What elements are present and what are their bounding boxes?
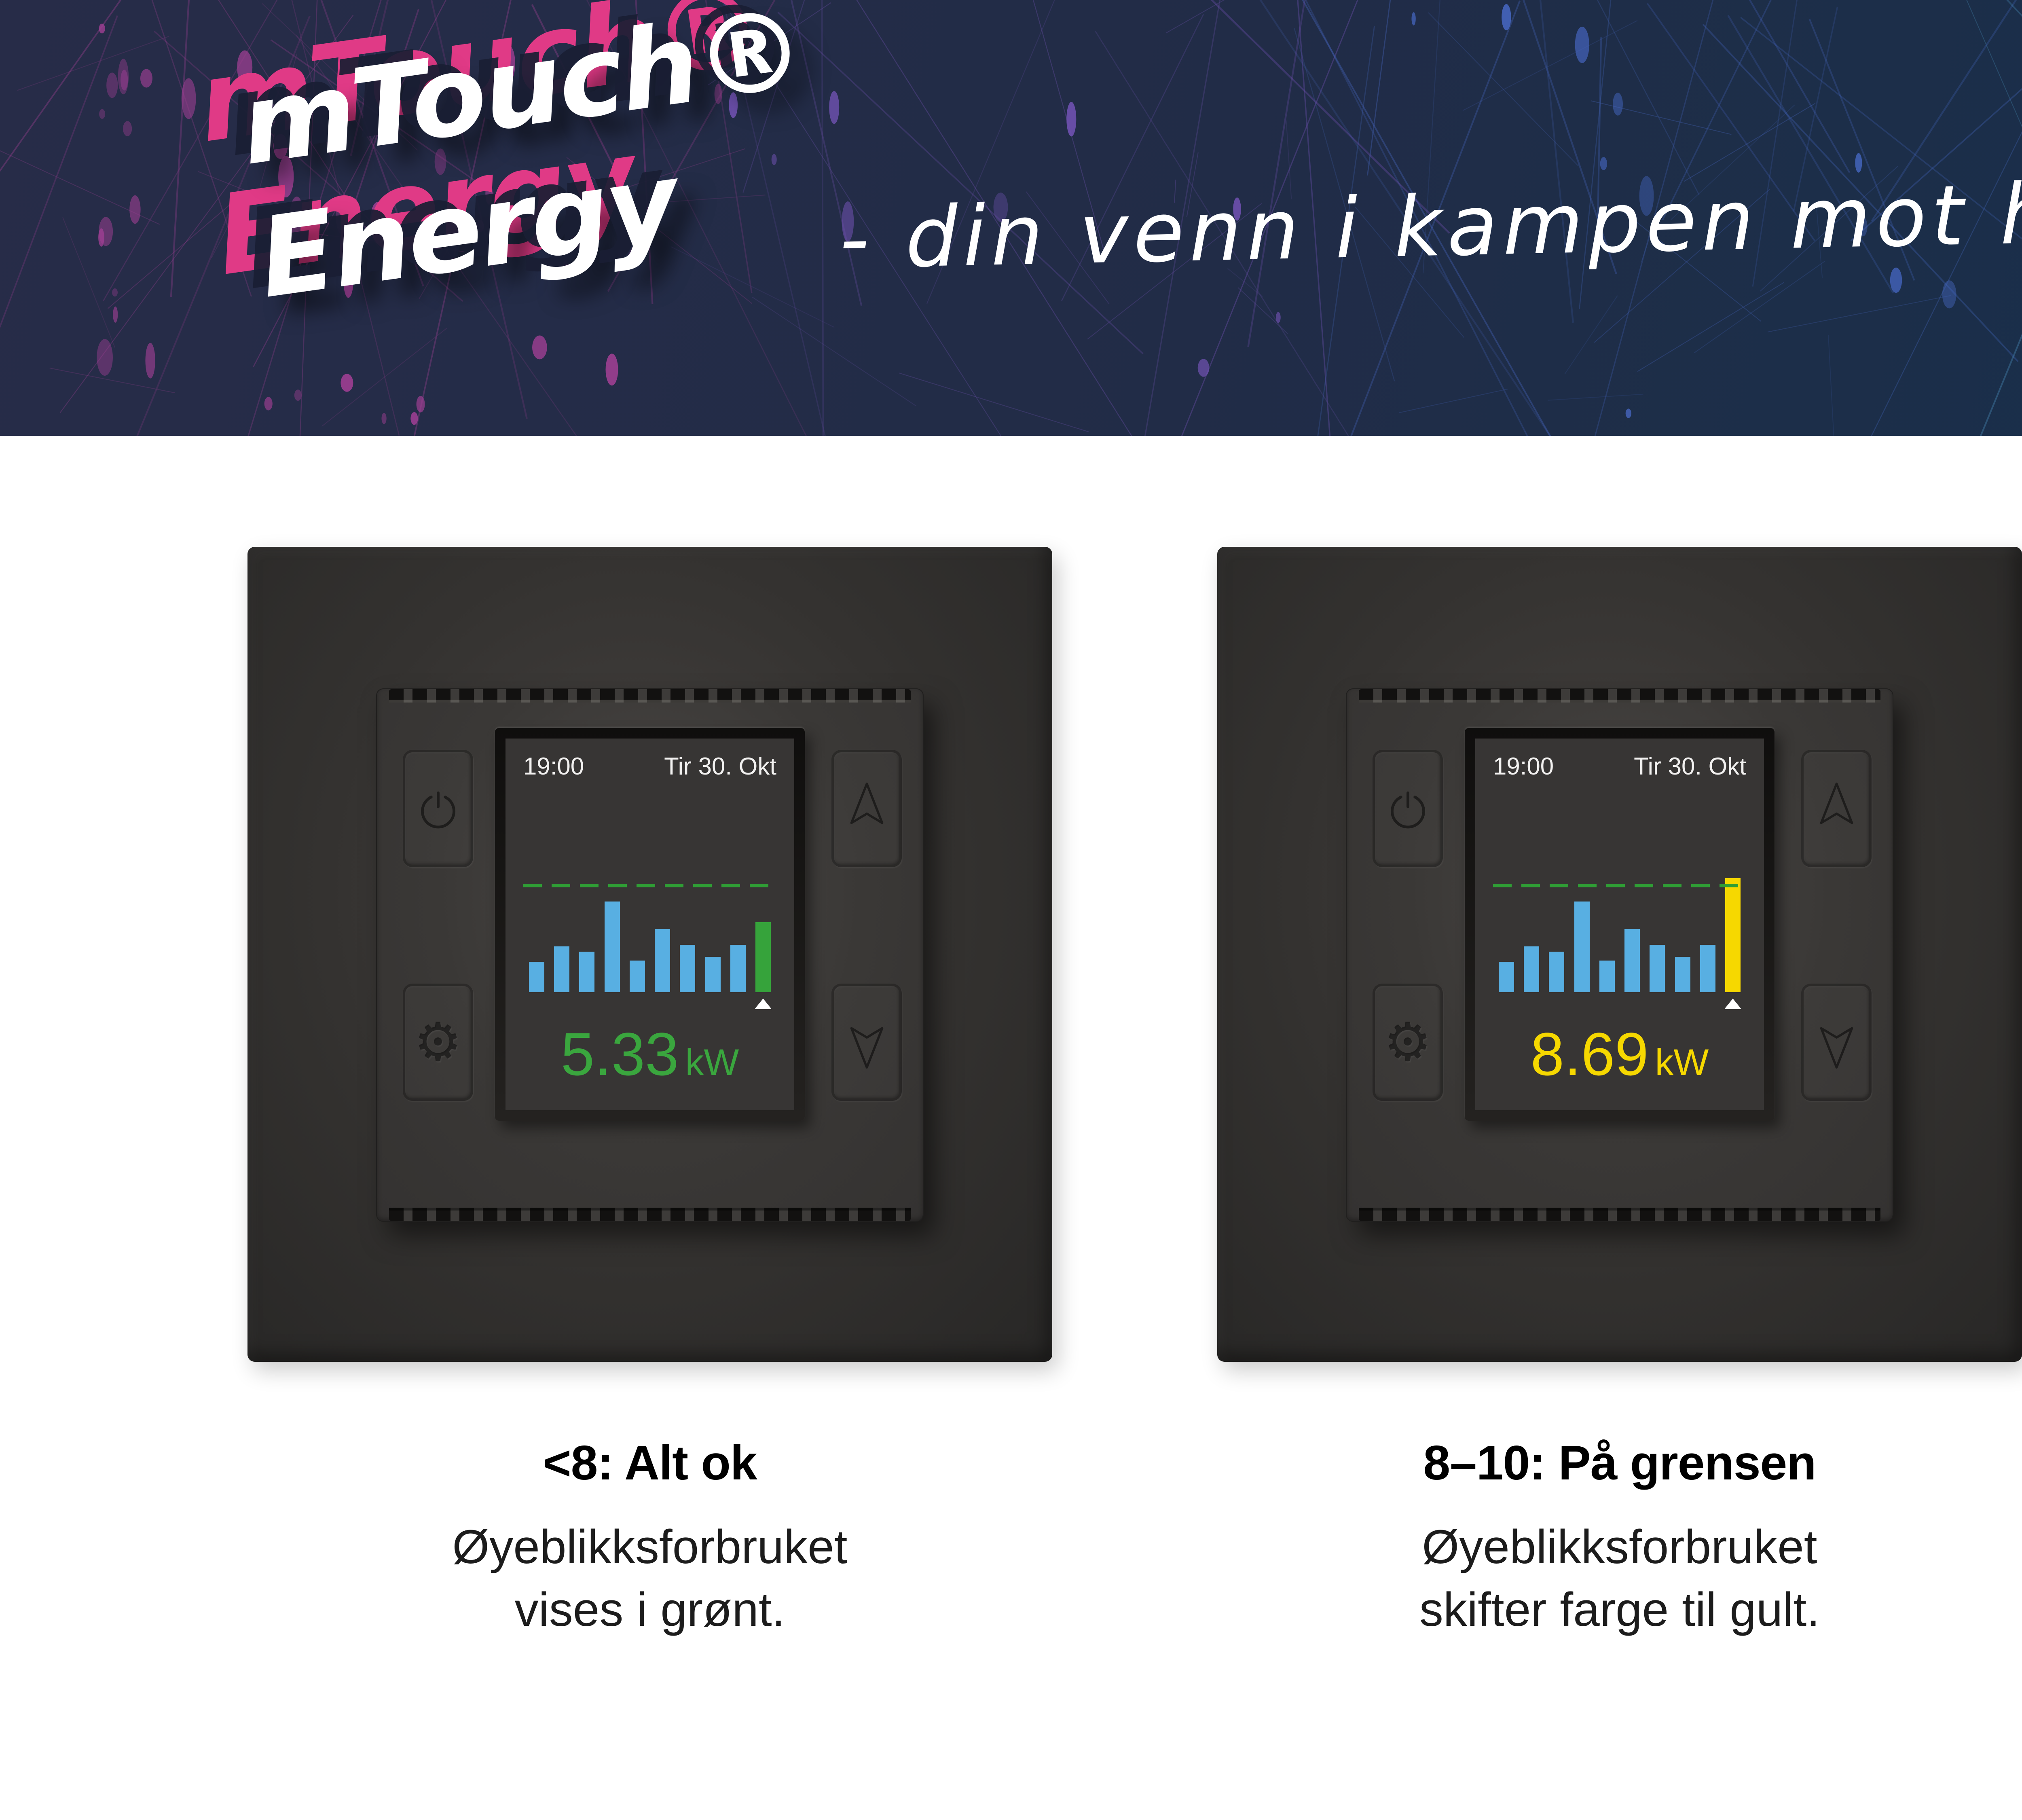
caption-title: <8: Alt ok [543,1436,757,1490]
settings-button[interactable]: ⚙ [1373,984,1443,1101]
date-text: Tir 30. Okt [1634,753,1746,780]
energy-display-screen: 19:00 Tir 30. Okt 8.69 kW [1475,739,1764,1110]
up-button[interactable] [831,750,902,867]
network-graphic [0,0,2022,436]
history-bar [1599,961,1615,992]
device-module: ⚙ 19:00 Tir 30. Okt 8.69 kW [1346,688,1893,1222]
history-bar [604,902,620,992]
date-text: Tir 30. Okt [664,753,776,780]
arrow-up-icon [1820,782,1853,824]
caption-text: skifter farge til gult. [1419,1583,1820,1636]
energy-display-screen: 19:00 Tir 30. Okt 5.33 kW [506,739,794,1110]
down-button[interactable] [831,984,902,1101]
history-bar [705,957,721,992]
caption-green: <8: Alt ok Øyeblikksforbruket vises i gr… [165,1435,1135,1641]
caption-text: Øyeblikksforbruket [452,1520,848,1574]
usage-value: 5.33 [560,1020,679,1088]
arrow-down-icon [850,1027,883,1069]
status-bar: 19:00 Tir 30. Okt [1493,752,1746,780]
history-bar [730,945,746,992]
caption-text: Øyeblikksforbruket [1422,1520,1817,1574]
history-bar [1650,945,1665,992]
history-bar [1524,946,1540,992]
current-usage-bar [1725,878,1741,992]
screen-bezel: 19:00 Tir 30. Okt 8.69 kW [1465,728,1775,1121]
history-bar [529,962,544,992]
history-bar [1499,962,1514,992]
history-bar [1549,951,1565,992]
arrow-up-icon [850,782,883,824]
device-panel-yellow: ⚙ 19:00 Tir 30. Okt 8.69 kW [1217,547,2022,1362]
caption-title: 8–10: På grensen [1423,1436,1816,1490]
history-bar [554,946,570,992]
status-bar: 19:00 Tir 30. Okt [523,752,776,780]
usage-value: 8.69 [1530,1020,1649,1088]
settings-button[interactable]: ⚙ [403,984,473,1101]
gear-icon: ⚙ [414,1011,462,1073]
history-bar [1624,929,1640,992]
usage-unit: kW [1655,1042,1709,1083]
power-icon [421,791,455,828]
threshold-dashed-line [1493,883,1746,887]
usage-bar-chart [1475,739,1764,1110]
current-usage-bar [755,922,771,992]
down-button[interactable] [1801,984,1872,1101]
gear-icon: ⚙ [1383,1011,1432,1073]
usage-bar-chart [506,739,794,1110]
history-bar [680,945,696,992]
caption-text: vises i grønt. [514,1583,785,1636]
history-bar [629,961,645,992]
usage-unit: kW [685,1042,739,1083]
up-button[interactable] [1801,750,1872,867]
device-panel-green: ⚙ 19:00 Tir 30. Okt 5.33 kW [247,547,1052,1362]
screen-bezel: 19:00 Tir 30. Okt 5.33 kW [495,728,805,1121]
history-bar [1574,902,1590,992]
current-marker-icon [1724,999,1741,1009]
arrow-down-icon [1820,1027,1853,1069]
header-banner: mTouch® mTouch® Energy Energy - din venn… [0,0,2022,436]
current-usage-readout: 5.33 kW [506,1019,794,1089]
threshold-dashed-line [523,883,776,887]
history-bar [1675,957,1690,992]
current-usage-readout: 8.69 kW [1475,1019,1764,1089]
caption-yellow: 8–10: På grensen Øyeblikksforbruket skif… [1134,1435,2022,1641]
power-icon [1390,791,1425,828]
device-module: ⚙ 19:00 Tir 30. Okt 5.33 kW [376,688,924,1222]
history-bar [579,951,595,992]
power-button[interactable] [403,750,473,867]
clock-text: 19:00 [1493,753,1554,780]
current-marker-icon [755,999,772,1009]
history-bar [1700,945,1715,992]
power-button[interactable] [1373,750,1443,867]
history-bar [655,929,670,992]
clock-text: 19:00 [523,753,584,780]
